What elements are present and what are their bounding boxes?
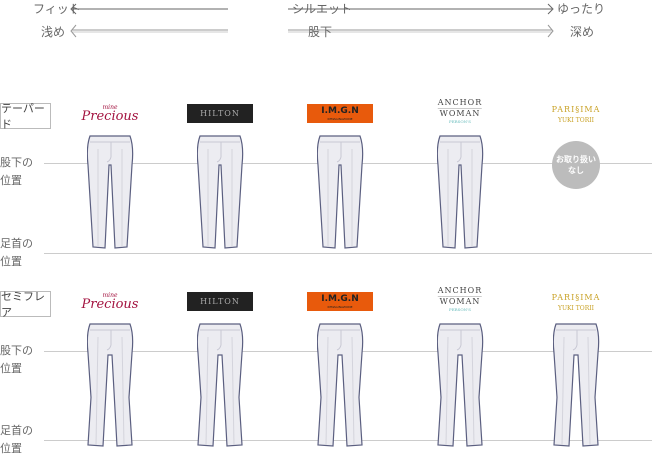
logo-text: PERSON'S xyxy=(449,119,471,124)
logo-text: ANCHOR xyxy=(437,286,483,297)
logo-hilton[interactable]: HILTON xyxy=(187,104,253,123)
logo-imgn[interactable]: I.M.G.N IMMAGINAZIONE xyxy=(307,104,373,123)
logo-parisima[interactable]: PARI§IMA YUKI TORII xyxy=(552,104,601,126)
crotch-position-label: 股下の 位置 xyxy=(0,156,33,187)
pants-semi-flare-precious[interactable] xyxy=(87,323,134,448)
logo-precious[interactable]: mine Precious xyxy=(82,104,139,123)
logo-text: IMMAGINAZIONE xyxy=(327,305,353,309)
logo-precious[interactable]: mine Precious xyxy=(82,292,139,311)
logo-anchor-woman[interactable]: ANCHOR WOMAN PERSON'S xyxy=(437,98,483,125)
logo-text: YUKI TORII xyxy=(558,305,594,312)
logo-text: mine xyxy=(102,104,118,111)
ankle-line xyxy=(44,253,652,254)
silhouette-label: シルエット xyxy=(292,2,353,16)
pants-tapered-anchor[interactable] xyxy=(437,135,484,250)
logo-text: WOMAN xyxy=(439,109,481,118)
deep-label: 深め xyxy=(570,25,595,39)
logo-text: PERSON'S xyxy=(449,307,471,312)
logo-text: ANCHOR xyxy=(437,98,483,109)
inseam-label: 股下 xyxy=(308,25,333,39)
pants-tapered-precious[interactable] xyxy=(87,135,134,250)
logo-text: I.M.G.N xyxy=(321,106,359,116)
silhouette-arrow xyxy=(70,3,554,15)
shallow-label: 浅め xyxy=(41,25,66,39)
logo-text: YUKI TORII xyxy=(558,117,594,124)
logo-anchor-woman[interactable]: ANCHOR WOMAN PERSON'S xyxy=(437,286,483,313)
logo-text: PARI§IMA xyxy=(551,105,601,114)
pants-semi-flare-imgn[interactable] xyxy=(317,323,364,448)
pants-tapered-imgn[interactable] xyxy=(317,135,364,250)
logo-imgn[interactable]: I.M.G.N IMMAGINAZIONE xyxy=(307,292,373,311)
pants-semi-flare-hilton[interactable] xyxy=(197,323,244,448)
inseam-arrow xyxy=(70,24,554,38)
logo-text: Precious xyxy=(81,109,139,124)
logo-text: mine xyxy=(102,292,118,299)
ankle-position-label: 足首の 位置 xyxy=(0,237,33,268)
ankle-position-label: 足首の 位置 xyxy=(0,424,33,455)
not-available-badge: お取り扱い なし xyxy=(552,141,600,189)
pants-tapered-hilton[interactable] xyxy=(197,135,244,250)
logo-text: PARI§IMA xyxy=(551,293,601,302)
crotch-position-label: 股下の 位置 xyxy=(0,344,33,375)
logo-text: IMMAGINAZIONE xyxy=(327,117,353,121)
logo-text: WOMAN xyxy=(439,297,481,306)
logo-text: Precious xyxy=(81,297,139,312)
pants-semi-flare-parisima[interactable] xyxy=(553,323,600,448)
logo-hilton[interactable]: HILTON xyxy=(187,292,253,311)
logo-text: I.M.G.N xyxy=(321,294,359,304)
section-label: セミフレア xyxy=(0,290,51,319)
fit-label: フィット xyxy=(33,2,81,16)
section-label: テーパード xyxy=(0,102,51,131)
loose-label: ゆったり xyxy=(557,2,606,16)
logo-parisima[interactable]: PARI§IMA YUKI TORII xyxy=(552,292,601,314)
pants-semi-flare-anchor[interactable] xyxy=(437,323,484,448)
